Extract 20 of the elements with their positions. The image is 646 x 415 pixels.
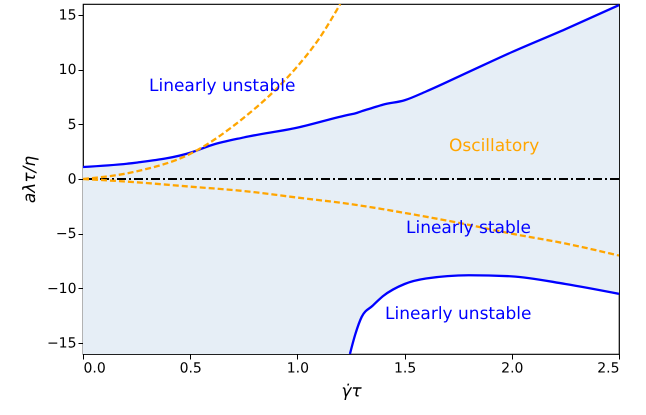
y-tick-label: −10: [46, 280, 76, 297]
y-axis-title: aλτ/η: [20, 156, 40, 204]
line-series: [83, 4, 619, 168]
annotation: Linearly stable: [406, 218, 531, 238]
x-axis-title: γ̇τ: [341, 382, 362, 402]
x-tick-label: 0.0: [84, 360, 106, 376]
x-tick-label: 1.0: [286, 360, 310, 376]
line-series: [348, 274, 619, 354]
annotation: Linearly unstable: [385, 304, 532, 324]
y-tick-label: 0: [68, 172, 76, 188]
y-tick-label: 10: [58, 62, 76, 78]
y-tick-label: −15: [46, 336, 76, 352]
y-tick-label: 15: [58, 7, 76, 24]
y-tick-label: −5: [56, 226, 76, 242]
x-tick-label: 1.5: [394, 360, 416, 376]
x-tick-label: 0.5: [180, 360, 202, 376]
y-tick-label: 5: [68, 116, 76, 133]
x-tick-label: 2.0: [501, 360, 524, 376]
annotation: Oscillatory: [449, 136, 540, 156]
x-tick-label: 2.5: [597, 360, 620, 376]
